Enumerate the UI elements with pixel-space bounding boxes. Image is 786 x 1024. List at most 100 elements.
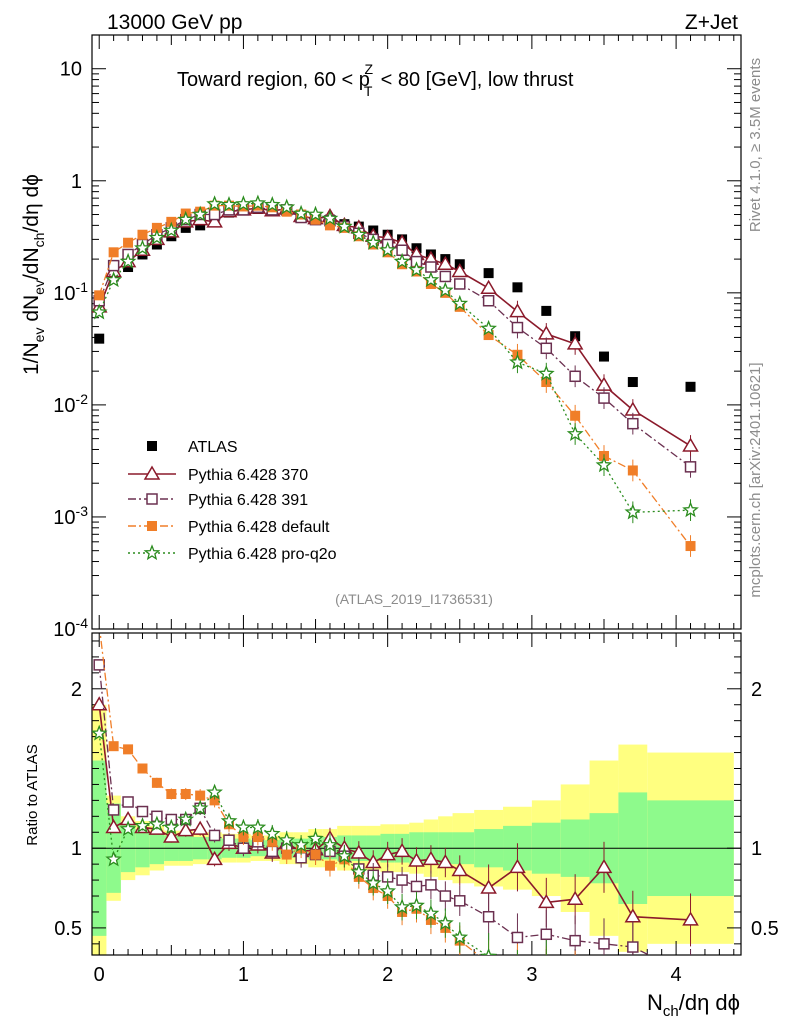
data-point — [208, 208, 221, 221]
series-0 — [94, 204, 696, 392]
data-point — [107, 259, 120, 272]
data-point — [137, 229, 148, 240]
data-point — [134, 239, 151, 256]
legend-label: Pythia 6.428 370 — [188, 467, 308, 484]
ratio-point — [191, 799, 209, 816]
data-point — [191, 205, 209, 222]
ratio-point — [177, 822, 195, 837]
mcplots-label: mcplots.cern.ch [arXiv:2401.10621] — [747, 362, 764, 597]
ratio-y-label: Ratio to ATLAS — [24, 744, 41, 845]
series-2 — [93, 201, 697, 478]
data-point — [220, 196, 238, 212]
data-point — [598, 351, 609, 362]
ratio-point — [364, 874, 382, 891]
main-panel: 10 1 10-1 10-2 10-3 10-4 ATLAS Pythia 6.428 370… — [53, 34, 742, 641]
data-point — [94, 290, 105, 301]
x-tick-label: 0 — [94, 964, 105, 986]
ratio-point — [163, 818, 180, 835]
x-axis-label: Nch/dη dϕ — [647, 990, 740, 1020]
y-tick-label: 10-1 — [53, 279, 88, 305]
analysis-id: (ATLAS_2019_I1736531) — [335, 591, 493, 607]
data-point — [177, 210, 195, 227]
data-point — [451, 294, 469, 311]
data-point — [324, 220, 335, 231]
data-point — [350, 225, 368, 242]
ratio-panel: 0 1 2 3 4 0.5 0.5 1 1 2 2 — [54, 632, 779, 996]
ratio-point — [379, 846, 396, 861]
ratio-point — [122, 796, 134, 808]
ratio-point — [310, 849, 321, 860]
ratio-point — [686, 971, 696, 981]
data-point — [292, 204, 310, 221]
ratio-point — [598, 938, 610, 950]
ratio-tick-label: 0.5 — [751, 918, 779, 940]
data-point — [598, 392, 610, 404]
data-point — [151, 222, 162, 233]
ratio-point — [569, 980, 582, 993]
ratio-point — [451, 862, 469, 877]
ratio-point — [597, 983, 610, 996]
ratio-point — [379, 882, 396, 899]
ratio-point — [537, 893, 555, 909]
ratio-point — [249, 818, 267, 835]
data-point — [483, 268, 494, 279]
ratio-point — [436, 914, 454, 931]
y-tick-label: 10 — [60, 59, 82, 81]
data-point — [379, 241, 396, 258]
ratio-point — [307, 829, 324, 846]
ratio-point — [511, 967, 524, 980]
series-1 — [92, 199, 699, 457]
ratio-series-3 — [92, 724, 610, 996]
legend-marker — [143, 544, 161, 561]
legend-marker — [147, 441, 157, 451]
ratio-tick-label: 0.5 — [54, 918, 82, 940]
y-tick-label: 10-3 — [53, 503, 88, 529]
data-point — [483, 330, 494, 341]
data-point — [119, 252, 137, 269]
series-3 — [94, 200, 696, 557]
data-point — [541, 305, 552, 316]
data-point — [263, 195, 281, 212]
data-point — [511, 321, 524, 334]
data-point — [566, 335, 584, 350]
header-right: Z+Jet — [685, 11, 738, 34]
data-point — [540, 342, 553, 355]
ratio-point — [209, 795, 220, 806]
legend-label: ATLAS — [188, 439, 238, 456]
series-line — [98, 207, 691, 447]
legend-label: Pythia 6.428 391 — [188, 492, 308, 509]
legend-label: Pythia 6.428 default — [188, 519, 330, 536]
ratio-point — [252, 832, 263, 843]
x-tick-label: 3 — [526, 964, 537, 986]
ratio-point — [484, 958, 494, 968]
data-point — [509, 303, 526, 318]
data-point — [569, 370, 581, 383]
ratio-point — [569, 934, 581, 947]
ratio-point — [393, 842, 411, 858]
data-point — [482, 294, 495, 307]
main-frame — [91, 34, 742, 630]
data-point — [512, 282, 523, 293]
ratio-tick-label: 2 — [751, 679, 762, 701]
data-point — [682, 437, 699, 452]
ratio-point — [336, 847, 353, 864]
ratio-point — [627, 941, 639, 953]
data-point — [682, 501, 699, 518]
legend-marker — [147, 521, 157, 531]
ratio-point — [566, 890, 584, 905]
ratio-point — [451, 928, 469, 945]
ratio-point — [148, 815, 166, 832]
data-point — [627, 465, 638, 476]
data-point — [437, 255, 454, 270]
ratio-point — [480, 879, 497, 894]
ratio-tick-label: 1 — [751, 838, 762, 860]
ratio-point — [599, 982, 609, 992]
ratio-point — [570, 971, 580, 981]
ratio-point — [105, 850, 122, 867]
rivet-label: Rivet 4.1.0, ≥ 3.5M events — [747, 58, 764, 232]
x-tick-label: 1 — [238, 964, 249, 986]
ratio-point — [425, 879, 437, 891]
ratio-point — [119, 820, 137, 837]
ratio-point — [321, 836, 339, 853]
ratio-point — [350, 863, 368, 880]
